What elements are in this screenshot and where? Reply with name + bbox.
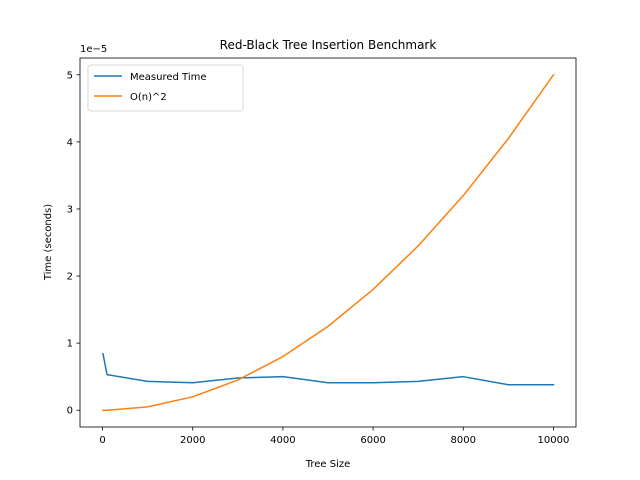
plot-area: 0 2000 4000 6000 8000 10000 0 1 2 3 4 5 — [67, 57, 577, 446]
x-tick-label: 8000 — [451, 435, 476, 446]
y-axis-offset-label: 1e−5 — [80, 44, 107, 55]
x-tick-label: 0 — [99, 435, 105, 446]
x-tick-label: 2000 — [180, 435, 205, 446]
x-tick-label: 10000 — [538, 435, 570, 446]
x-tick-label: 4000 — [270, 435, 295, 446]
x-axis-label: Tree Size — [305, 459, 351, 470]
y-tick-label: 1 — [67, 339, 73, 350]
y-tick-label: 0 — [67, 406, 73, 417]
legend-box — [87, 64, 244, 112]
legend-label-1: O(n)^2 — [130, 92, 167, 103]
y-axis-label: Time (seconds) — [43, 204, 54, 281]
y-tick-label: 5 — [67, 70, 73, 81]
y-tick-label: 4 — [67, 137, 73, 148]
chart-title: Red-Black Tree Insertion Benchmark — [220, 38, 437, 52]
legend: Measured Time O(n)^2 — [87, 64, 244, 112]
x-tick-label: 6000 — [360, 435, 385, 446]
series-line-1 — [102, 73, 555, 411]
y-tick-label: 2 — [67, 272, 73, 283]
legend-label-0: Measured Time — [130, 72, 207, 83]
series-line-0 — [102, 352, 555, 386]
y-tick-label: 3 — [67, 204, 73, 215]
axes-frame — [79, 57, 577, 428]
